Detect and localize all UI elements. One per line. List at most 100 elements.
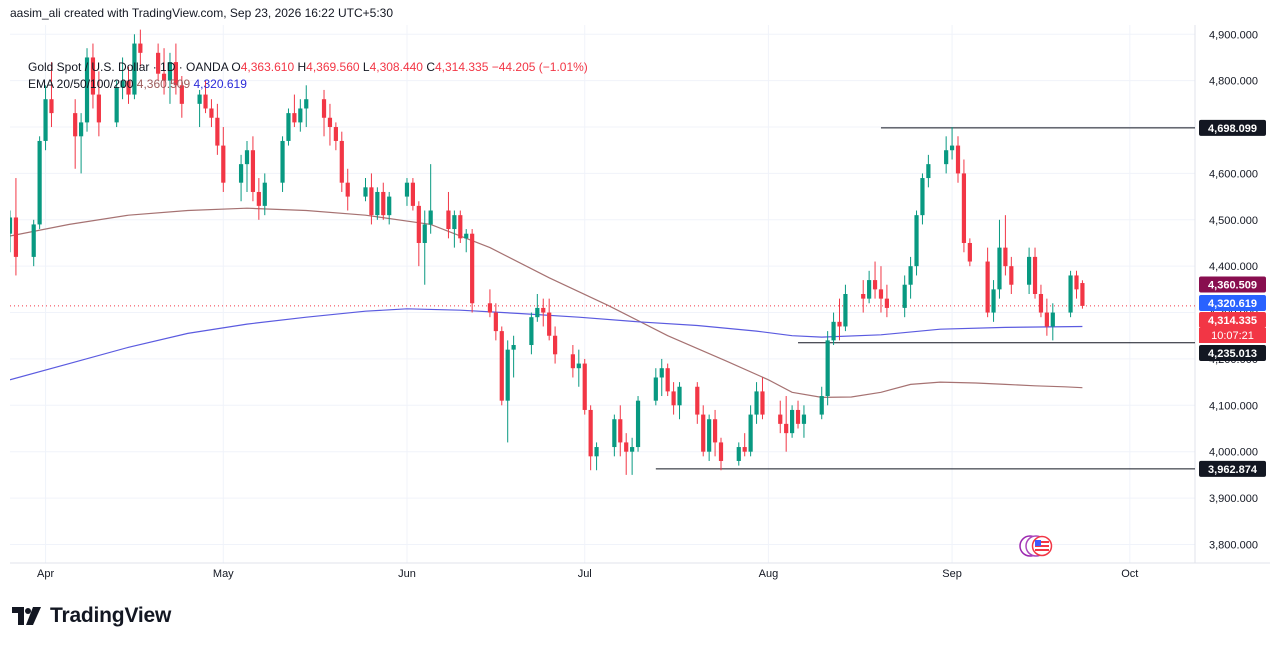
candle-body-down[interactable] xyxy=(73,113,78,137)
candle-body-up[interactable] xyxy=(404,182,410,197)
candle-body-up[interactable] xyxy=(754,391,759,415)
candle-body-down[interactable] xyxy=(126,80,131,95)
candle-body-down[interactable] xyxy=(173,62,178,86)
candle-body-up[interactable] xyxy=(1027,256,1032,285)
price-chart[interactable]: 4,900.0004,800.0004,700.0004,600.0004,50… xyxy=(10,25,1270,585)
candle-body-down[interactable] xyxy=(665,368,670,392)
candle-body-up[interactable] xyxy=(867,280,872,299)
candle-body-down[interactable] xyxy=(321,99,327,118)
candle-body-down[interactable] xyxy=(256,191,261,206)
candle-body-up[interactable] xyxy=(197,94,202,104)
candle-body-down[interactable] xyxy=(250,150,256,192)
candle-body-down[interactable] xyxy=(221,145,226,183)
candle-body-down[interactable] xyxy=(1009,266,1014,285)
candle-body-down[interactable] xyxy=(1032,256,1038,294)
candle-body-up[interactable] xyxy=(1068,275,1073,313)
candle-body-down[interactable] xyxy=(884,298,889,308)
candle-body-down[interactable] xyxy=(345,182,350,197)
candle-body-up[interactable] xyxy=(991,289,996,313)
candle-body-down[interactable] xyxy=(967,242,972,262)
candle-body-up[interactable] xyxy=(422,224,427,243)
candle-body-up[interactable] xyxy=(452,215,457,230)
candle-body-up[interactable] xyxy=(114,87,119,123)
candle-body-down[interactable] xyxy=(547,312,552,336)
candle-body-up[interactable] xyxy=(464,233,469,239)
candle-body-up[interactable] xyxy=(736,447,741,461)
candle-body-down[interactable] xyxy=(446,210,451,230)
candle-body-up[interactable] xyxy=(576,363,581,369)
chart-area[interactable]: 4,900.0004,800.0004,700.0004,600.0004,50… xyxy=(10,25,1270,585)
candle-body-down[interactable] xyxy=(292,113,297,123)
candle-body-up[interactable] xyxy=(167,62,173,81)
candle-body-down[interactable] xyxy=(339,140,344,183)
candle-body-up[interactable] xyxy=(1050,312,1055,327)
candle-body-down[interactable] xyxy=(671,391,676,406)
candle-body-up[interactable] xyxy=(43,99,48,141)
candle-body-down[interactable] xyxy=(161,73,167,81)
candle-body-up[interactable] xyxy=(79,122,84,137)
candle-body-down[interactable] xyxy=(138,43,143,53)
candle-body-down[interactable] xyxy=(553,335,558,355)
candle-body-down[interactable] xyxy=(985,261,990,313)
candle-body-down[interactable] xyxy=(416,205,421,243)
candle-body-down[interactable] xyxy=(778,414,783,424)
candle-body-up[interactable] xyxy=(304,99,309,109)
candle-body-down[interactable] xyxy=(872,280,878,290)
candle-body-up[interactable] xyxy=(84,57,90,123)
candle-body-down[interactable] xyxy=(1044,312,1049,327)
candle-body-up[interactable] xyxy=(902,284,907,308)
candle-body-up[interactable] xyxy=(819,396,824,415)
candle-body-down[interactable] xyxy=(1074,275,1079,290)
candle-body-down[interactable] xyxy=(179,85,184,104)
candle-body-up[interactable] xyxy=(286,113,291,141)
us-flag-events-icon[interactable] xyxy=(1016,535,1056,557)
candle-body-down[interactable] xyxy=(541,307,546,313)
candle-body-down[interactable] xyxy=(470,233,475,304)
candle-body-up[interactable] xyxy=(298,108,303,123)
candle-body-up[interactable] xyxy=(677,386,682,406)
candle-body-up[interactable] xyxy=(920,178,925,216)
candle-body-up[interactable] xyxy=(238,164,244,183)
candle-body-down[interactable] xyxy=(1003,247,1008,267)
candle-body-down[interactable] xyxy=(96,94,101,123)
candle-body-down[interactable] xyxy=(588,409,593,457)
candle-body-up[interactable] xyxy=(244,150,250,165)
candle-body-down[interactable] xyxy=(570,354,575,369)
candle-body-up[interactable] xyxy=(387,196,392,216)
candle-body-down[interactable] xyxy=(209,108,214,118)
candle-body-up[interactable] xyxy=(375,191,380,216)
candle-body-up[interactable] xyxy=(997,247,1002,290)
candle-body-down[interactable] xyxy=(499,331,504,401)
candle-body-up[interactable] xyxy=(594,447,599,457)
candle-body-up[interactable] xyxy=(262,182,267,206)
candle-body-down[interactable] xyxy=(458,215,463,239)
candle-body-down[interactable] xyxy=(955,145,961,174)
candle-body-down[interactable] xyxy=(695,386,700,415)
candle-body-up[interactable] xyxy=(535,307,540,318)
candle-body-up[interactable] xyxy=(363,187,368,197)
candle-body-down[interactable] xyxy=(90,57,96,95)
candle-body-down[interactable] xyxy=(712,419,718,443)
candle-body-up[interactable] xyxy=(505,349,510,401)
candle-body-up[interactable] xyxy=(944,150,949,165)
candle-body-up[interactable] xyxy=(908,266,913,285)
candle-body-up[interactable] xyxy=(949,145,955,151)
candle-body-up[interactable] xyxy=(31,224,36,257)
candle-body-up[interactable] xyxy=(748,414,753,452)
candle-body-up[interactable] xyxy=(280,140,285,183)
candle-body-down[interactable] xyxy=(961,173,967,243)
candle-body-down[interactable] xyxy=(156,52,161,74)
candle-body-down[interactable] xyxy=(13,217,19,257)
candle-body-up[interactable] xyxy=(37,140,42,225)
candle-body-down[interactable] xyxy=(49,99,54,114)
candle-body-down[interactable] xyxy=(837,321,842,327)
candle-body-down[interactable] xyxy=(1080,283,1085,306)
candle-body-down[interactable] xyxy=(215,117,220,146)
candle-body-down[interactable] xyxy=(203,94,208,109)
candle-body-up[interactable] xyxy=(831,321,836,341)
candle-body-up[interactable] xyxy=(630,447,635,452)
candle-body-down[interactable] xyxy=(760,391,765,415)
candle-body-down[interactable] xyxy=(410,182,415,206)
legend-symbol[interactable]: Gold Spot / U.S. Dollar · 1D · OANDA xyxy=(28,60,229,74)
candle-body-up[interactable] xyxy=(10,217,13,234)
